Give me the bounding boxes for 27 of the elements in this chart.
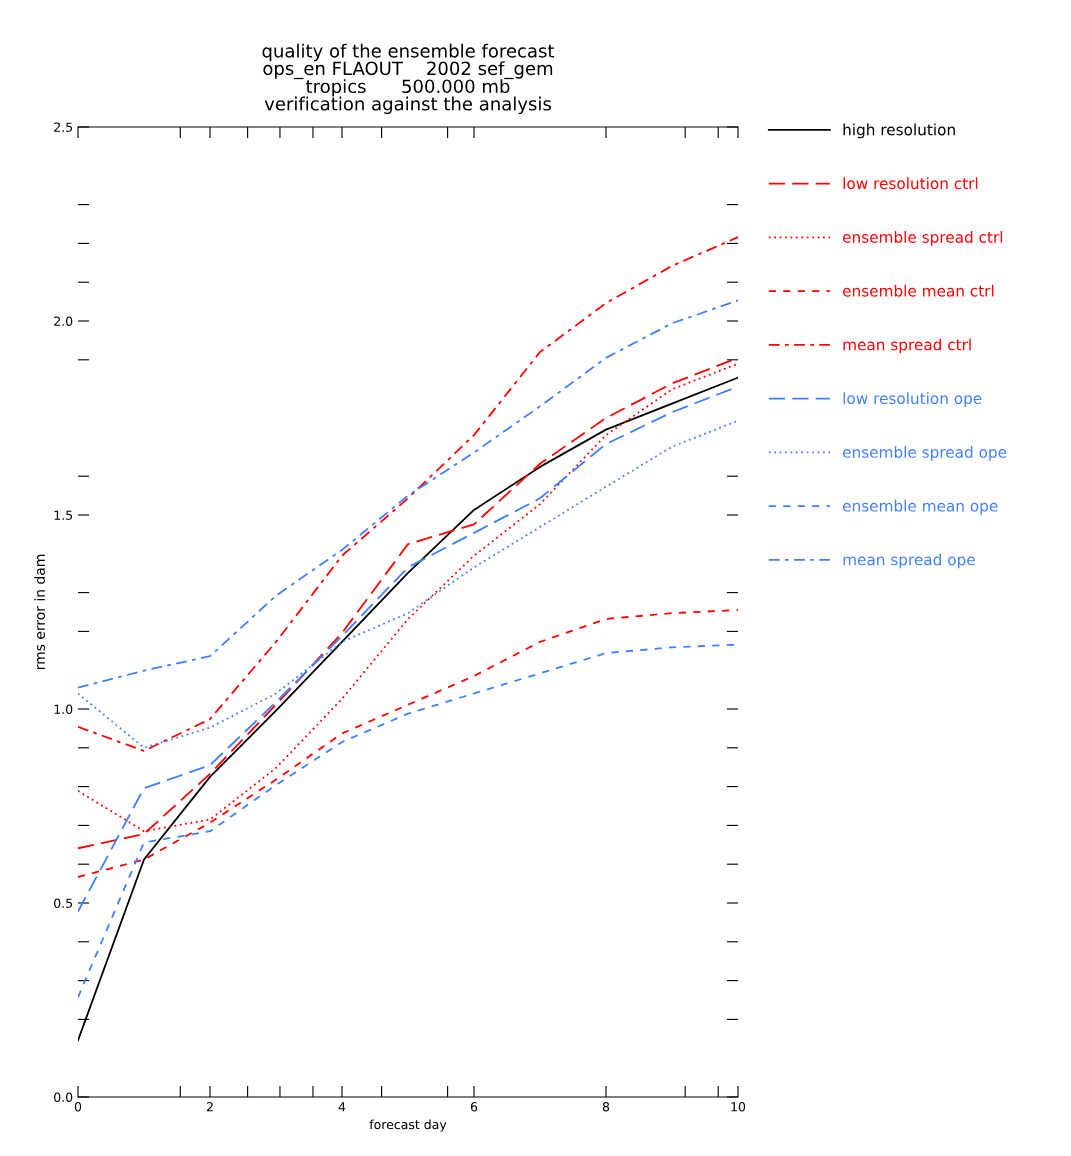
legend-label: high resolution bbox=[843, 123, 955, 139]
legend-label: ensemble spread ctrl bbox=[842, 231, 1003, 246]
legend-label: ensemble mean ope bbox=[842, 499, 998, 515]
x-tick-label: 2 bbox=[206, 1102, 213, 1112]
x-tick-label: 0 bbox=[74, 1102, 82, 1112]
legend-label: ensemble mean ctrl bbox=[842, 284, 994, 297]
line-series bbox=[78, 376, 738, 1042]
legend-label: mean spread ctrl bbox=[843, 338, 971, 354]
y-axis-title: rms error in dam bbox=[34, 554, 46, 670]
line-series bbox=[78, 236, 738, 752]
legend-label: mean spread ope bbox=[843, 553, 975, 569]
y-tick-label: 0.0 bbox=[54, 1092, 73, 1102]
x-tick-label: 6 bbox=[470, 1102, 478, 1112]
x-tick-label: 8 bbox=[602, 1102, 610, 1112]
x-tick-label: 10 bbox=[731, 1102, 746, 1112]
y-tick-label: 1.5 bbox=[54, 510, 73, 520]
y-tick-label: 2.5 bbox=[54, 122, 73, 132]
x-axis-title: forecast day bbox=[369, 1119, 447, 1132]
y-tick-label: 0.5 bbox=[54, 898, 73, 908]
legend-label: low resolution ope bbox=[843, 392, 982, 408]
legend-label: low resolution ctrl bbox=[843, 177, 978, 190]
chart-title: quality of the ensemble forecast ops_en FLAOUT 2002 sef_gem tropics 500.000 mb verification against the analysis bbox=[262, 43, 555, 115]
line-series bbox=[78, 299, 738, 689]
legend-label: ensemble spread ope bbox=[842, 446, 1007, 461]
y-tick-label: 2.0 bbox=[54, 316, 73, 326]
y-tick-label: 1.0 bbox=[54, 704, 73, 714]
x-tick-label: 4 bbox=[338, 1102, 346, 1112]
